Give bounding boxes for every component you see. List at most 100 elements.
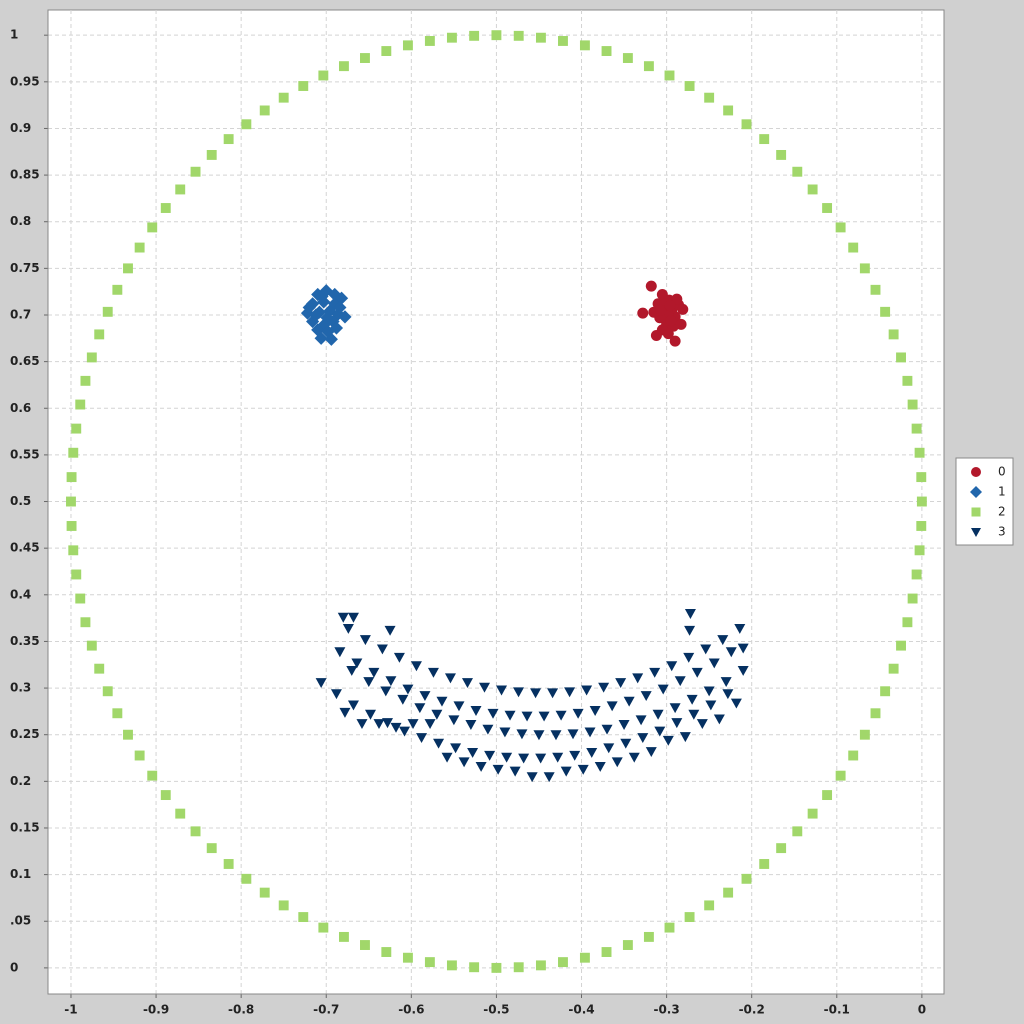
point [427, 667, 439, 678]
point [123, 729, 133, 740]
point [558, 957, 568, 968]
point [334, 291, 349, 305]
point [385, 676, 397, 687]
point [628, 752, 640, 763]
point [622, 940, 633, 950]
point [704, 900, 715, 911]
point [640, 691, 652, 702]
point [655, 304, 667, 316]
point [669, 703, 681, 714]
point [645, 280, 657, 292]
point [645, 747, 657, 757]
point [300, 306, 315, 320]
legend-label: 3 [998, 525, 1006, 539]
point [458, 757, 470, 768]
point [175, 184, 186, 195]
point [278, 92, 289, 103]
point [80, 617, 91, 628]
point [75, 399, 86, 410]
x-tick-label: -0.5 [483, 1003, 509, 1017]
point [558, 36, 568, 46]
point [666, 661, 678, 672]
point [368, 667, 380, 678]
point [134, 750, 145, 761]
point [792, 826, 803, 837]
point [598, 682, 610, 693]
y-tick-label: 0.9 [10, 121, 31, 135]
point [381, 947, 392, 957]
point [643, 931, 654, 942]
y-tick-label: 0.25 [10, 727, 40, 741]
point [822, 203, 833, 213]
point [469, 962, 480, 973]
point [577, 764, 589, 775]
point [86, 352, 97, 363]
point [94, 329, 105, 340]
point [601, 724, 613, 735]
y-tick-label: 0.15 [10, 820, 40, 834]
x-tick-label: -1 [64, 1003, 77, 1017]
point [436, 696, 448, 707]
point [684, 81, 695, 91]
point [888, 663, 899, 674]
point [319, 284, 333, 298]
point [347, 700, 359, 711]
point [469, 30, 480, 41]
y-tick-label: 0.75 [10, 261, 40, 275]
point [848, 242, 859, 253]
point [674, 676, 686, 687]
point [337, 612, 349, 623]
point [637, 733, 649, 744]
point [450, 743, 462, 754]
y-tick-label: 0.3 [10, 681, 31, 695]
point [543, 772, 555, 783]
point [914, 545, 925, 556]
point [526, 772, 538, 783]
point [679, 732, 691, 743]
point [360, 940, 370, 950]
point [533, 730, 545, 741]
point [822, 790, 833, 801]
point [725, 647, 737, 658]
point [902, 617, 913, 628]
point [579, 952, 590, 963]
point [737, 665, 749, 676]
point [759, 134, 770, 145]
point [662, 735, 674, 746]
point [713, 714, 725, 725]
point [102, 686, 113, 697]
point [453, 701, 465, 712]
point [314, 331, 328, 345]
point [584, 727, 596, 738]
point [669, 335, 681, 347]
point [650, 330, 662, 342]
point [190, 826, 201, 837]
point [467, 748, 479, 758]
point [552, 752, 564, 763]
point [66, 521, 77, 531]
point [560, 766, 572, 777]
point [402, 684, 414, 695]
point [737, 643, 749, 654]
point [572, 708, 584, 719]
point [475, 762, 487, 772]
point [482, 724, 494, 735]
point [513, 962, 524, 973]
point [446, 960, 457, 971]
point [880, 686, 891, 697]
point [190, 166, 201, 177]
legend-marker [971, 507, 981, 517]
point [513, 687, 525, 698]
point [71, 569, 82, 580]
point [278, 900, 289, 911]
point [622, 53, 633, 63]
point [606, 701, 618, 712]
point [723, 887, 734, 898]
x-tick-label: -0.1 [824, 1003, 850, 1017]
point [66, 496, 76, 507]
point [513, 30, 524, 41]
point [318, 70, 329, 81]
point [71, 423, 82, 434]
x-tick-label: -0.3 [653, 1003, 679, 1017]
point [734, 623, 746, 634]
